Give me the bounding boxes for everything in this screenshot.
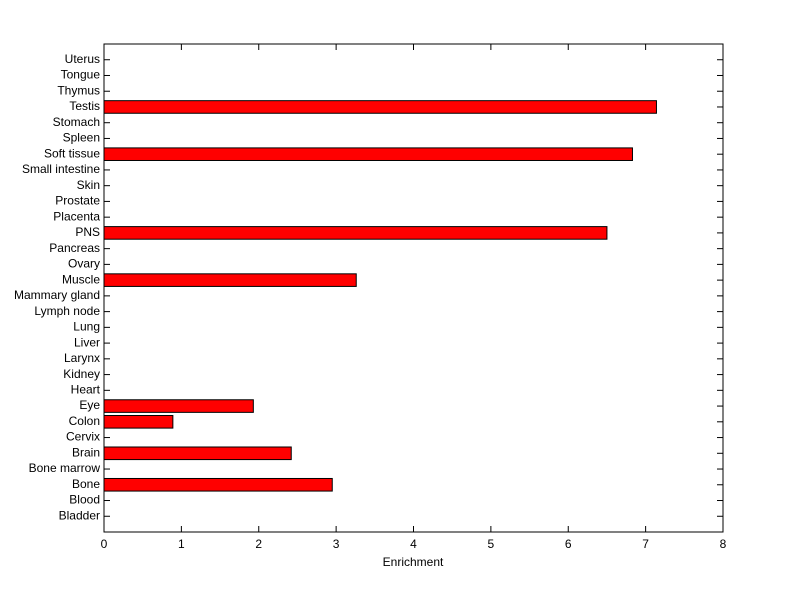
y-tick-label: Ovary bbox=[68, 257, 100, 271]
x-tick-label: 0 bbox=[101, 537, 108, 551]
x-tick-label: 8 bbox=[720, 537, 727, 551]
y-tick-label: Bone bbox=[72, 477, 100, 491]
y-tick-label: Lung bbox=[73, 320, 100, 334]
bar bbox=[103, 446, 292, 461]
y-tick-label: Prostate bbox=[55, 194, 100, 208]
y-tick-label: Larynx bbox=[64, 351, 100, 365]
y-tick-label: Testis bbox=[69, 99, 100, 113]
x-tick-label: 7 bbox=[642, 537, 649, 551]
x-tick-label: 2 bbox=[255, 537, 262, 551]
y-tick-label: Pancreas bbox=[49, 241, 100, 255]
x-tick-label: 6 bbox=[565, 537, 572, 551]
bar bbox=[103, 100, 657, 114]
x-tick-label: 4 bbox=[410, 537, 417, 551]
y-tick-label: Thymus bbox=[57, 83, 100, 97]
y-tick-label: PNS bbox=[75, 225, 100, 239]
y-tick-label: Bone marrow bbox=[29, 461, 101, 475]
y-tick-label: Muscle bbox=[62, 272, 100, 286]
y-tick-label: Eye bbox=[79, 398, 100, 412]
bar bbox=[103, 477, 333, 492]
y-tick-label: Colon bbox=[69, 414, 100, 428]
y-tick-label: Heart bbox=[71, 382, 101, 396]
bar bbox=[103, 273, 357, 287]
y-tick-label: Small intestine bbox=[22, 162, 100, 176]
y-tick-label: Blood bbox=[69, 493, 100, 507]
y-tick-label: Uterus bbox=[65, 52, 100, 66]
x-tick-label: 3 bbox=[333, 537, 340, 551]
y-tick-label: Mammary gland bbox=[14, 288, 100, 302]
y-tick-label: Cervix bbox=[66, 430, 100, 444]
y-tick-label: Bladder bbox=[59, 508, 100, 522]
x-tick-label: 5 bbox=[488, 537, 495, 551]
y-tick-label: Liver bbox=[74, 335, 100, 349]
y-tick-label: Soft tissue bbox=[44, 146, 100, 160]
bar bbox=[103, 147, 633, 161]
y-tick-label: Stomach bbox=[53, 115, 100, 129]
bar bbox=[103, 399, 254, 413]
x-tick-label: 1 bbox=[178, 537, 185, 551]
bar bbox=[103, 415, 174, 429]
bar bbox=[103, 226, 608, 240]
y-tick-label: Kidney bbox=[63, 367, 100, 381]
y-tick-label: Placenta bbox=[53, 209, 100, 223]
x-axis-label: Enrichment bbox=[383, 555, 444, 569]
y-tick-label: Brain bbox=[72, 445, 100, 459]
y-tick-label: Spleen bbox=[63, 131, 100, 145]
y-tick-label: Skin bbox=[77, 178, 100, 192]
y-tick-label: Tongue bbox=[61, 68, 101, 82]
y-tick-label: Lymph node bbox=[34, 304, 100, 318]
